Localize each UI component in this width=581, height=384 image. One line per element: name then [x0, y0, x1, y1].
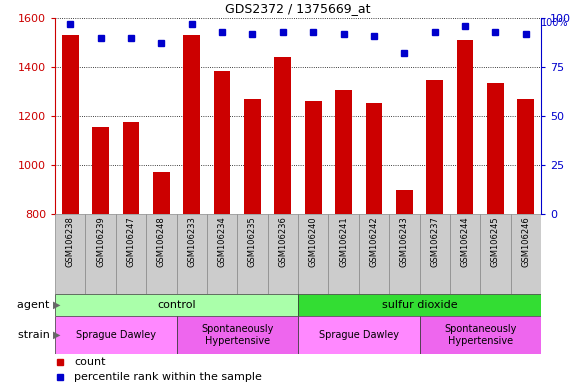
Text: GSM106234: GSM106234 [217, 217, 227, 267]
Bar [244, 99, 261, 214]
Bar [274, 57, 291, 214]
Text: Sprague Dawley: Sprague Dawley [319, 330, 399, 340]
Text: percentile rank within the sample: percentile rank within the sample [74, 372, 262, 382]
Text: GSM106240: GSM106240 [309, 217, 318, 267]
Bar [426, 81, 443, 214]
Text: GSM106236: GSM106236 [278, 217, 288, 267]
Bar [396, 189, 413, 214]
Text: GSM106241: GSM106241 [339, 217, 348, 267]
Text: Spontaneously
Hypertensive: Spontaneously Hypertensive [201, 324, 274, 346]
Text: 100%: 100% [541, 18, 568, 28]
Text: GSM106248: GSM106248 [157, 217, 166, 267]
Bar [214, 71, 231, 214]
Bar [511, 214, 541, 294]
Text: GSM106233: GSM106233 [187, 217, 196, 267]
Bar [184, 35, 200, 214]
Bar [419, 316, 541, 354]
Text: strain: strain [17, 330, 53, 340]
Text: GSM106237: GSM106237 [430, 217, 439, 267]
Bar [55, 294, 298, 316]
Bar [298, 294, 541, 316]
Text: ▶: ▶ [53, 330, 60, 340]
Bar [450, 214, 480, 294]
Text: Spontaneously
Hypertensive: Spontaneously Hypertensive [444, 324, 517, 346]
Bar [305, 101, 321, 214]
Bar [487, 83, 504, 214]
Bar [480, 214, 511, 294]
Text: Sprague Dawley: Sprague Dawley [76, 330, 156, 340]
Text: GSM106242: GSM106242 [370, 217, 378, 267]
Bar [177, 214, 207, 294]
Bar [365, 103, 382, 214]
Text: control: control [157, 300, 196, 310]
Bar [298, 214, 328, 294]
Text: count: count [74, 358, 106, 367]
Bar [268, 214, 298, 294]
Bar [55, 316, 177, 354]
Bar [518, 99, 534, 214]
Bar [153, 172, 170, 214]
Bar [116, 214, 146, 294]
Text: GSM106246: GSM106246 [521, 217, 530, 267]
Text: GSM106244: GSM106244 [461, 217, 469, 267]
Bar [328, 214, 358, 294]
Bar [389, 214, 419, 294]
Bar [62, 35, 78, 214]
Bar [335, 90, 352, 214]
Bar [177, 316, 298, 354]
Text: GSM106239: GSM106239 [96, 217, 105, 267]
Text: GSM106245: GSM106245 [491, 217, 500, 267]
Text: ▶: ▶ [53, 300, 60, 310]
Bar [55, 214, 85, 294]
Bar [298, 316, 419, 354]
Bar [457, 40, 474, 214]
Title: GDS2372 / 1375669_at: GDS2372 / 1375669_at [225, 2, 371, 15]
Bar [207, 214, 237, 294]
Text: GSM106247: GSM106247 [127, 217, 135, 267]
Text: GSM106243: GSM106243 [400, 217, 409, 267]
Bar [419, 214, 450, 294]
Bar [123, 122, 139, 214]
Bar [358, 214, 389, 294]
Bar [92, 127, 109, 214]
Bar [85, 214, 116, 294]
Text: GSM106235: GSM106235 [248, 217, 257, 267]
Text: sulfur dioxide: sulfur dioxide [382, 300, 457, 310]
Text: GSM106238: GSM106238 [66, 217, 75, 267]
Text: agent: agent [17, 300, 53, 310]
Bar [237, 214, 268, 294]
Bar [146, 214, 177, 294]
